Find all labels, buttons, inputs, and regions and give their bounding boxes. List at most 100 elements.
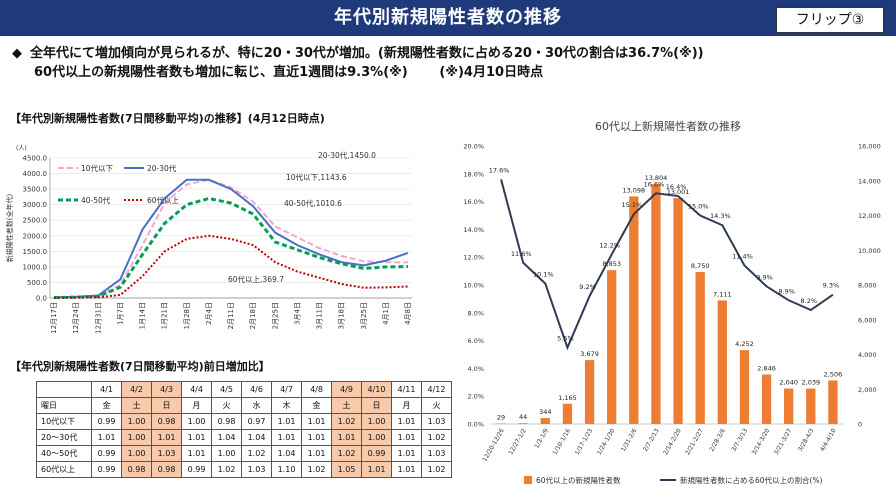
table-cell: 1.04 [241, 429, 272, 446]
daily-increase-ratio-table: 4/1 4/2 4/3 4/4 4/5 4/6 4/7 4/8 4/9 4/10 4/11 4/12 曜… [36, 381, 452, 478]
table-cell: 1.01 [301, 445, 332, 462]
table-cell: 4/5 [211, 381, 242, 398]
legend-bar-label: 60代以上の新規陽性者数 [536, 475, 621, 485]
table-cell: 4/12 [421, 381, 452, 398]
row-label: 10代以下 [36, 413, 92, 430]
table-cell: 1.00 [181, 413, 212, 430]
header-bar: 年代別新規陽性者数の推移 フリップ③ [0, 0, 896, 36]
bullet-diamond-icon: ◆ [12, 46, 22, 61]
left-tick-label: 20.0% [463, 143, 484, 151]
bar [784, 388, 794, 424]
y-tick-label: 0.0 [36, 295, 47, 303]
bar [540, 418, 550, 424]
table-row: 10代以下 0.99 1.00 0.98 1.00 0.98 0.97 1.01 1.01 1.0… [36, 413, 452, 430]
table-cell: 1.10 [271, 461, 302, 478]
right-tick-label: 4,000 [858, 351, 877, 359]
x-tick-label: 1月7日 [116, 302, 124, 325]
table-cell: 0.99 [91, 461, 122, 478]
table-cell: 1.01 [361, 461, 392, 478]
table-cell: 1.01 [151, 429, 182, 446]
line-value-label: 14.3% [710, 212, 731, 220]
bar [584, 360, 595, 424]
x-tick-label: 12/27-1/2 [507, 427, 528, 456]
right-tick-label: 16,000 [858, 143, 881, 151]
table-cell: 1.02 [421, 461, 452, 478]
bar-value-label: 1,165 [558, 394, 577, 402]
legend-label: 20-30代 [147, 163, 177, 173]
bar-value-label: 8,853 [602, 260, 621, 268]
table-cell: 1.02 [241, 445, 272, 462]
table-cell: 1.01 [391, 413, 422, 430]
line-value-label: 11.6% [511, 250, 532, 258]
table-cell: 1.01 [181, 429, 212, 446]
left-tick-label: 14.0% [463, 226, 484, 234]
x-tick-label: 3月11日 [316, 302, 324, 329]
table-cell: 1.01 [301, 413, 332, 430]
table-cell: 0.98 [151, 461, 182, 478]
table-cell: 1.02 [421, 429, 452, 446]
table-cell: 0.99 [181, 461, 212, 478]
y-tick-label: 4000.0 [23, 170, 48, 178]
table-cell: 4/4 [181, 381, 212, 398]
bar [629, 196, 639, 424]
bar [695, 271, 705, 424]
table-cell: 0.98 [121, 461, 152, 478]
line-value-label: 16.6% [644, 180, 665, 188]
chart-title: 60代以上新規陽性者数の推移 [595, 119, 741, 133]
bar-value-label: 2,039 [802, 379, 821, 387]
page-title: 年代別新規陽性者数の推移 [334, 7, 562, 28]
y-unit-label: (人) [16, 145, 27, 152]
bar [761, 374, 772, 424]
left-tick-label: 2.0% [467, 393, 484, 401]
table-row: 20〜30代 1.01 1.00 1.01 1.01 1.04 1.04 1.01 1.01 1.… [36, 429, 452, 446]
table-cell: 火 [211, 397, 242, 414]
table-row: 60代以上 0.99 0.98 0.98 0.99 1.02 1.03 1.10 1.02 1.0… [36, 461, 452, 478]
x-tick-label: 4/4-4/10 [819, 427, 838, 453]
table-cell: 月 [391, 397, 422, 414]
x-tick-label: 1月14日 [139, 302, 147, 329]
line-value-label: 10.1% [533, 271, 554, 279]
table-cell: 1.01 [391, 445, 422, 462]
table-cell: 1.01 [391, 461, 422, 478]
row-label [36, 381, 92, 398]
x-tick-label: 12月31日 [94, 302, 102, 334]
age-group-line-chart: (人) 0.0 500.0 1000.0 1500.0 2000.0 2500.0 3000.… [5, 145, 412, 334]
left-chart-title: 【年代別新規陽性者数(7日間移動平均)の推移】(4月12日時点) [10, 112, 325, 125]
table-cell: 1.01 [301, 429, 332, 446]
table-cell: 0.98 [211, 413, 242, 430]
bar [562, 403, 573, 424]
x-tick-label: 2月4日 [205, 302, 213, 325]
x-tick-label: 3/14-3/20 [751, 427, 772, 456]
x-tick-label: 12月24日 [72, 302, 80, 334]
data-annotation: 40-50代,1010.6 [284, 198, 342, 208]
row-label: 60代以上 [36, 461, 92, 478]
bar-value-label: 8,750 [691, 262, 710, 270]
row-label: 20〜30代 [36, 429, 92, 446]
bar [496, 423, 506, 424]
table-cell: 1.02 [331, 445, 362, 462]
date-header-row: 4/1 4/2 4/3 4/4 4/5 4/6 4/7 4/8 4/9 4/10 4/11 4/12 [36, 381, 452, 398]
line-value-label: 5.5% [557, 335, 574, 343]
right-tick-label: 0 [858, 421, 862, 429]
line-value-label: 15.1% [621, 201, 642, 209]
table-cell: 0.97 [241, 413, 272, 430]
legend-label: 10代以下 [81, 163, 114, 173]
table-cell: 1.02 [301, 461, 332, 478]
bar [673, 198, 683, 424]
summary-line-2: 60代以上の新規陽性者数も増加に転じ、直近1週間は9.3%(※) (※)4月10… [12, 63, 888, 82]
ratio-line [500, 179, 834, 351]
left-tick-label: 4.0% [467, 365, 484, 373]
bar [806, 388, 816, 424]
table-cell: 4/11 [391, 381, 422, 398]
legend-label: 40-50代 [81, 195, 111, 205]
table-cell: 4/8 [301, 381, 332, 398]
bar-value-label: 344 [539, 408, 551, 416]
summary: ◆ 全年代にて増加傾向が見られるが、特に20・30代が増加。(新規陽性者数に占める… [12, 44, 888, 82]
line-value-label: 9.9% [756, 273, 773, 281]
y-tick-label: 2000.0 [23, 232, 48, 240]
x-tick-label: 1月28日 [183, 302, 191, 329]
x-tick-label: 1/10-1/16 [552, 427, 573, 456]
right-tick-label: 10,000 [858, 247, 881, 255]
table-cell: 1.01 [181, 445, 212, 462]
table-title: 【年代別新規陽性者数(7日間移動平均)前日増加比】 [10, 360, 270, 373]
